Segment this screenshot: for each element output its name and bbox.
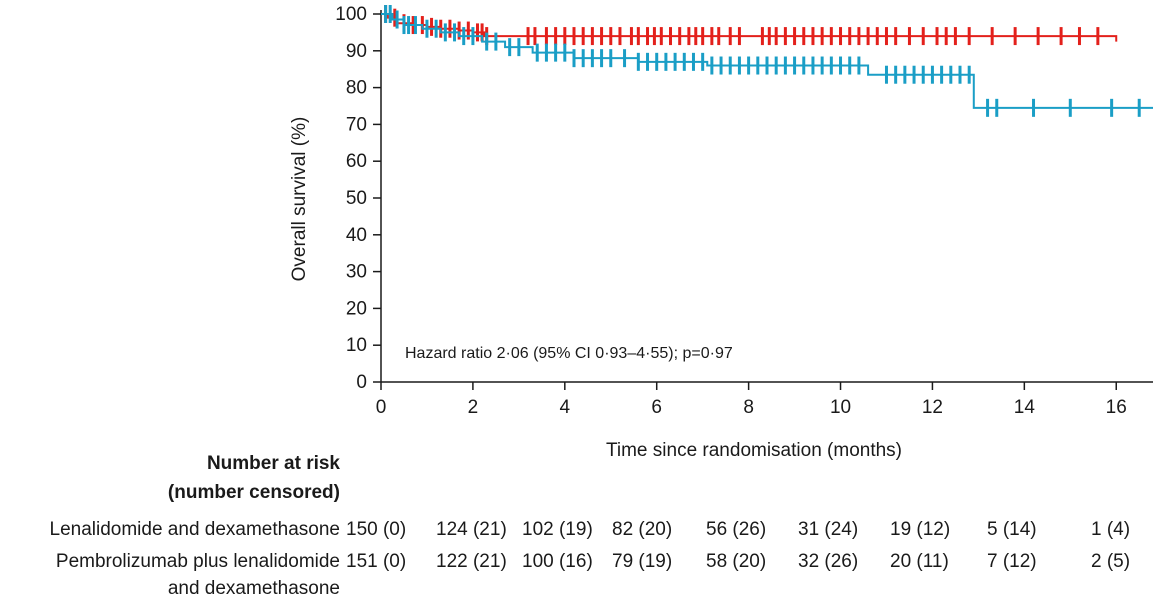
risk-cell: 100 (16) <box>522 551 593 572</box>
y-axis-title: Overall survival (%) <box>289 117 310 282</box>
risk-table-title-line2: (number censored) <box>167 482 340 503</box>
x-tick-label: 12 <box>922 397 943 418</box>
y-tick-label: 50 <box>346 188 367 209</box>
risk-cell: 124 (21) <box>436 519 507 540</box>
y-tick-label: 60 <box>346 151 367 172</box>
risk-cell: 79 (19) <box>612 551 673 572</box>
x-tick-label: 4 <box>560 397 571 418</box>
risk-cell: 19 (12) <box>890 519 951 540</box>
y-tick-label: 20 <box>346 298 367 319</box>
risk-cell: 58 (20) <box>706 551 767 572</box>
risk-row-label: and dexamethasone <box>167 578 340 599</box>
y-tick-label: 30 <box>346 262 367 283</box>
y-tick-label: 100 <box>335 4 367 25</box>
risk-cell: 122 (21) <box>436 551 507 572</box>
y-tick-label: 0 <box>356 372 367 393</box>
survival-step-line <box>381 13 1118 42</box>
risk-row-label: Pembrolizumab plus lenalidomide <box>55 551 340 572</box>
x-tick-label: 2 <box>468 397 479 418</box>
x-axis-title: Time since randomisation (months) <box>606 440 902 461</box>
risk-cell: 20 (11) <box>890 551 949 572</box>
series-2 <box>381 5 1153 117</box>
hazard-ratio-annotation: Hazard ratio 2·06 (95% CI 0·93–4·55); p=… <box>405 345 733 362</box>
risk-cell: 102 (19) <box>522 519 593 540</box>
y-tick-label: 10 <box>346 335 367 356</box>
y-tick-label: 80 <box>346 78 367 99</box>
risk-cell: 5 (14) <box>987 519 1037 540</box>
risk-cell: 1 (4) <box>1091 519 1131 540</box>
km-plot: 0 10 20 30 40 50 60 70 80 90 100 0 2 4 6 8 10 12 14 16 Haza… <box>289 4 1153 461</box>
x-tick-label: 10 <box>830 397 851 418</box>
risk-cell: 56 (26) <box>706 519 767 540</box>
x-tick-label: 8 <box>743 397 754 418</box>
risk-row-label: Lenalidomide and dexamethasone <box>49 519 341 540</box>
risk-cell: 150 (0) <box>346 519 407 540</box>
risk-cell: 31 (24) <box>798 519 859 540</box>
x-tick-label: 16 <box>1106 397 1127 418</box>
axes: 0 10 20 30 40 50 60 70 80 90 100 0 2 4 6 8 10 12 14 16 <box>335 4 1153 418</box>
x-tick-label: 6 <box>651 397 662 418</box>
y-tick-label: 90 <box>346 41 367 62</box>
y-tick-label: 70 <box>346 114 367 135</box>
series-1 <box>381 5 1118 46</box>
x-tick-label: 14 <box>1014 397 1036 418</box>
risk-cell: 82 (20) <box>612 519 673 540</box>
risk-table-title-line1: Number at risk <box>206 453 340 474</box>
x-tick-label: 0 <box>376 397 387 418</box>
risk-cell: 32 (26) <box>798 551 859 572</box>
risk-cell: 151 (0) <box>346 551 407 572</box>
survival-curves <box>381 5 1153 117</box>
survival-step-line <box>381 13 1153 109</box>
risk-cell: 7 (12) <box>987 551 1037 572</box>
risk-cell: 2 (5) <box>1091 551 1131 572</box>
y-tick-label: 40 <box>346 225 367 246</box>
